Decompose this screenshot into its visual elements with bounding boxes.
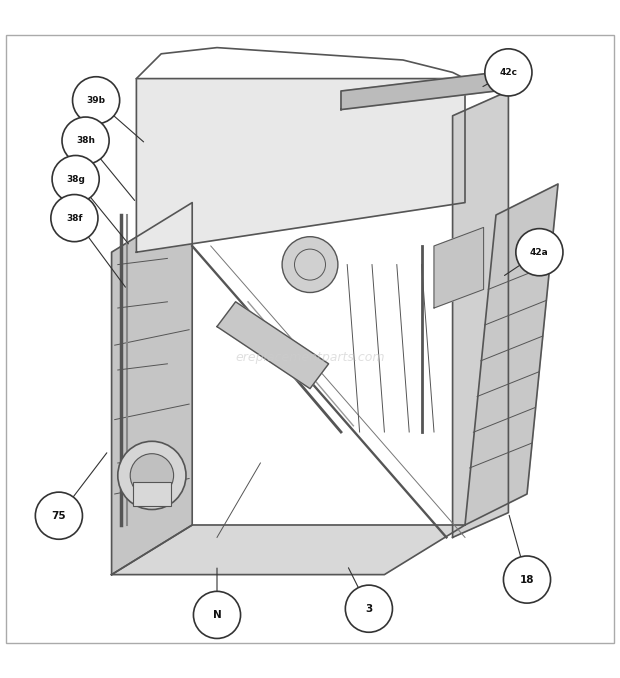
Circle shape — [516, 228, 563, 276]
Circle shape — [35, 492, 82, 539]
Circle shape — [503, 556, 551, 603]
Text: 39b: 39b — [87, 96, 105, 105]
Text: 42c: 42c — [499, 68, 518, 77]
Text: 38g: 38g — [66, 174, 85, 184]
Text: ereplacementparts.com: ereplacementparts.com — [235, 351, 385, 364]
Polygon shape — [112, 525, 465, 574]
Text: 3: 3 — [365, 603, 373, 614]
Text: 38f: 38f — [66, 214, 82, 222]
Circle shape — [51, 195, 98, 241]
Text: 75: 75 — [51, 511, 66, 521]
Polygon shape — [434, 227, 484, 308]
Polygon shape — [217, 302, 329, 388]
Circle shape — [73, 77, 120, 124]
Circle shape — [485, 49, 532, 96]
Text: N: N — [213, 610, 221, 620]
Text: 18: 18 — [520, 574, 534, 584]
Text: 42a: 42a — [530, 247, 549, 257]
Circle shape — [118, 441, 186, 509]
Bar — [133, 481, 171, 506]
Circle shape — [62, 117, 109, 164]
Polygon shape — [453, 91, 508, 538]
Circle shape — [282, 237, 338, 292]
Polygon shape — [136, 79, 465, 252]
Circle shape — [345, 585, 392, 633]
Circle shape — [193, 591, 241, 639]
Circle shape — [52, 155, 99, 203]
Polygon shape — [112, 203, 192, 574]
Polygon shape — [465, 184, 558, 525]
Circle shape — [130, 454, 174, 497]
Polygon shape — [341, 73, 496, 110]
Text: 38h: 38h — [76, 136, 95, 145]
